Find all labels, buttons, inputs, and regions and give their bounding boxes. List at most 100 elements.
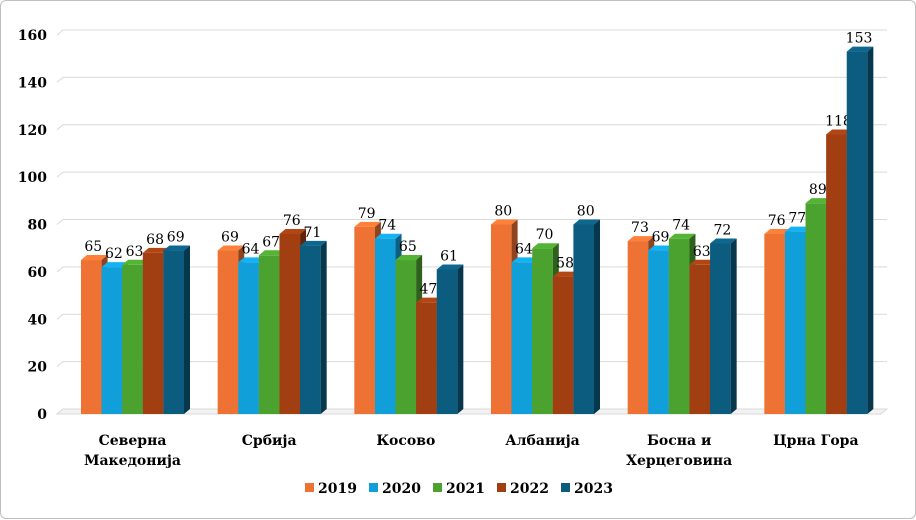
- data-label: 64: [242, 241, 260, 257]
- legend-label: 2021: [446, 481, 485, 497]
- data-label: 73: [631, 220, 649, 236]
- data-label: 69: [652, 230, 670, 246]
- legend-swatch: [561, 483, 570, 492]
- x-tick-label: Црна Гора: [773, 433, 858, 449]
- bar-top: [101, 262, 129, 268]
- bar-top: [122, 259, 149, 265]
- bar: [300, 245, 321, 414]
- bar: [846, 51, 868, 415]
- gridline: [56, 219, 887, 225]
- data-label: 79: [358, 206, 376, 222]
- bar-top: [300, 240, 327, 246]
- data-label: 77: [788, 211, 806, 227]
- data-label: 65: [399, 239, 417, 255]
- y-tick-label: 120: [18, 123, 47, 139]
- x-tick-label: Босна и Херцеговина: [626, 433, 732, 469]
- gridline: [56, 76, 887, 83]
- bar: [374, 238, 396, 414]
- bar: [710, 243, 731, 414]
- bar-side: [184, 245, 190, 414]
- y-tick-label: 100: [18, 170, 47, 186]
- legend-label: 2019: [318, 481, 357, 497]
- gridline: [56, 171, 887, 178]
- legend-label: 2022: [510, 481, 549, 497]
- bar: [826, 134, 847, 415]
- bar-top: [238, 257, 265, 263]
- x-tick-label: Косово: [376, 433, 435, 449]
- data-label: 61: [440, 249, 458, 265]
- bar-top: [532, 243, 559, 249]
- bar-side: [867, 46, 874, 415]
- data-label: 62: [105, 246, 123, 262]
- legend-label: 2020: [382, 481, 421, 497]
- bar-top: [573, 219, 600, 225]
- data-label: 153: [846, 31, 873, 47]
- data-label: 63: [693, 244, 711, 260]
- gridlines: [56, 29, 887, 415]
- legend: 2019 2020 2021 2022 2023: [305, 481, 613, 497]
- y-tick-label: 20: [28, 360, 48, 376]
- data-label: 67: [262, 234, 280, 250]
- y-tick-label: 40: [28, 312, 48, 328]
- bar-top: [279, 228, 307, 234]
- bar-top: [395, 255, 423, 261]
- bar-top: [142, 247, 170, 253]
- bar-top: [784, 226, 812, 232]
- data-label: 118: [825, 113, 852, 129]
- bar-top: [81, 255, 108, 261]
- bar: [142, 252, 164, 414]
- bar-top: [627, 236, 655, 242]
- x-tick-label: Албанија: [505, 433, 579, 449]
- bar: [648, 250, 669, 414]
- bar-top: [668, 233, 696, 239]
- legend-swatch: [369, 483, 378, 492]
- data-label: 71: [303, 225, 321, 241]
- bar-top: [163, 245, 190, 251]
- y-tick-label: 160: [18, 28, 47, 44]
- bar: [395, 260, 417, 414]
- gridline: [56, 29, 887, 36]
- x-tick-label: Северна Македонија: [84, 433, 181, 469]
- gridline: [56, 124, 887, 131]
- data-label: 65: [84, 239, 102, 255]
- bar-top: [511, 257, 539, 263]
- data-label: 74: [378, 218, 396, 234]
- bar: [416, 302, 437, 414]
- bar-top: [805, 198, 833, 204]
- data-label: 69: [221, 230, 239, 246]
- bar-side: [457, 264, 464, 414]
- bar: [689, 264, 711, 414]
- legend-swatch: [433, 483, 442, 492]
- bar-top: [826, 129, 853, 135]
- data-label: 70: [536, 227, 554, 243]
- bar-top: [648, 245, 675, 251]
- bar: [279, 233, 301, 414]
- y-tick-label: 0: [37, 407, 47, 423]
- bar: [258, 255, 280, 414]
- bar: [627, 241, 649, 414]
- gridline: [56, 266, 887, 273]
- legend-label: 2023: [574, 481, 613, 497]
- data-label: 89: [809, 182, 827, 198]
- bar: [491, 224, 512, 414]
- data-label: 80: [577, 204, 595, 220]
- bar-top: [552, 271, 580, 277]
- bar-side: [320, 240, 327, 414]
- y-tick-label: 80: [28, 218, 48, 234]
- data-label: 63: [126, 244, 144, 260]
- bar: [668, 238, 690, 414]
- data-label: 80: [494, 204, 512, 220]
- legend-swatch: [497, 483, 506, 492]
- data-label: 72: [713, 222, 731, 238]
- bar-top: [258, 250, 286, 256]
- bar: [573, 224, 594, 414]
- bar: [532, 248, 553, 414]
- bar: [354, 226, 375, 414]
- bar-top: [764, 228, 791, 234]
- bar-top: [846, 46, 874, 52]
